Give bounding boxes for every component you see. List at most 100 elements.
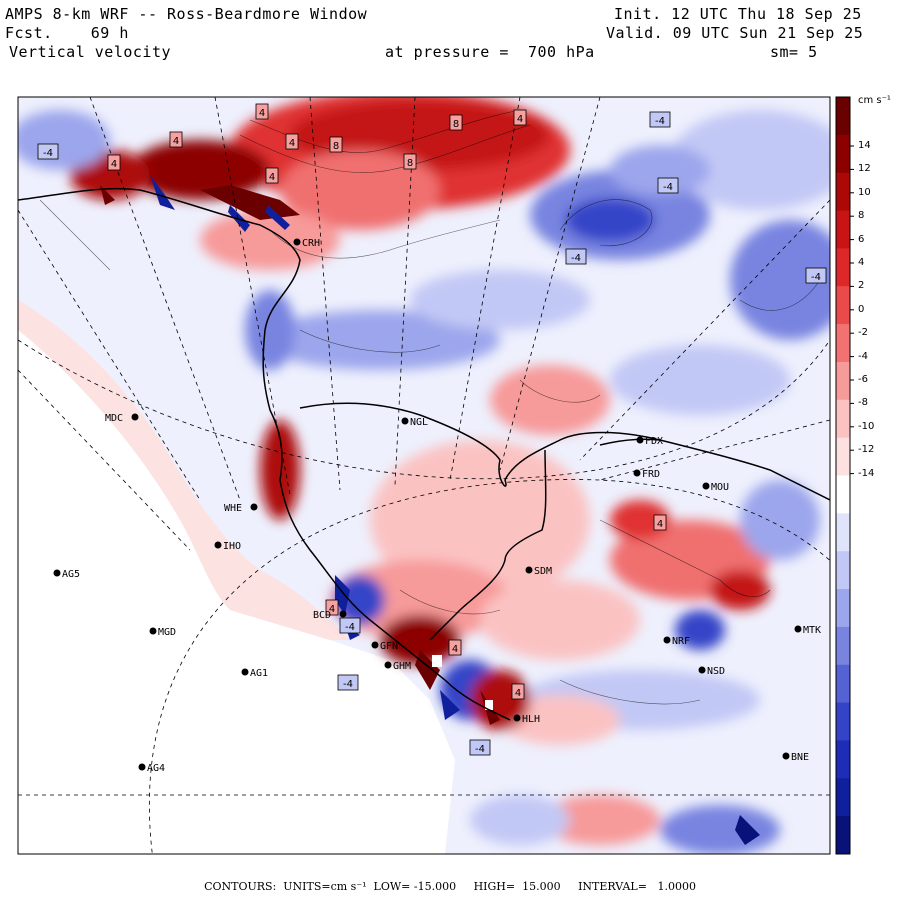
colorbar-swatch	[836, 513, 850, 552]
colorbar-swatch	[836, 361, 850, 401]
colorbar-tick-label: 8	[858, 210, 865, 222]
colorbar-swatch	[836, 702, 850, 741]
station-label-mgd: MGD	[158, 627, 176, 638]
contour-label-box	[449, 114, 463, 131]
contour-label-text: 4	[515, 688, 521, 699]
station-dot	[702, 482, 710, 490]
station-label-bne: BNE	[791, 752, 809, 763]
velocity-shading	[18, 97, 830, 854]
station-dot	[214, 541, 222, 549]
contour-label-box	[649, 111, 671, 128]
valid-time: Valid. 09 UTC Sun 21 Sep 25	[606, 24, 864, 42]
station-dot	[401, 417, 409, 425]
contour-labels: -4 -4 -4 -4 -4 -4 -4 -4 4 4 4 4 4 4 4 4 8 8 8 4 4	[37, 103, 827, 756]
station-label-bcd: BCD	[313, 610, 331, 621]
contour-label-box	[565, 248, 587, 265]
station-dot	[636, 436, 644, 444]
station-dot	[525, 566, 533, 574]
colorbar	[835, 96, 854, 855]
colorbar-tick-label: 10	[858, 186, 871, 198]
station-label-ag5: AG5	[62, 569, 80, 580]
contour-label-text: -4	[811, 272, 821, 283]
station-label-ghm: GHM	[393, 661, 411, 672]
colorbar-swatch	[836, 664, 850, 704]
colorbar-swatch	[836, 134, 850, 174]
station-label-iho: IHO	[223, 541, 241, 552]
contour-label-text: -4	[43, 148, 53, 159]
station-label-mou: MOU	[711, 482, 729, 493]
station-label-nsd: NSD	[707, 666, 725, 677]
contour-label-text: -4	[655, 116, 665, 127]
station-label-mdc: MDC	[105, 413, 123, 424]
contour-label-text: 4	[517, 114, 523, 125]
colorbar-tick-label: -12	[858, 444, 875, 456]
colorbar-swatch	[836, 286, 850, 325]
station-label-sdm: SDM	[534, 566, 552, 577]
colorbar-tick-label: -10	[858, 420, 875, 432]
contour-label-text: 4	[289, 138, 295, 149]
station-dot	[794, 625, 802, 633]
colorbar-swatch	[836, 778, 850, 817]
contour-lines	[39, 109, 821, 705]
station-dot	[339, 610, 347, 618]
station-dot	[138, 763, 146, 771]
station-dot	[384, 661, 392, 669]
station-label-frd: FRD	[642, 469, 660, 480]
contour-label-text: 8	[407, 158, 413, 169]
station-label-crh: CRH	[302, 238, 320, 249]
colorbar-swatch	[836, 248, 850, 287]
contour-label-box	[469, 739, 491, 756]
station-dot	[698, 666, 706, 674]
map-frame	[17, 96, 831, 855]
station-dot	[131, 413, 139, 421]
colorbar-swatch	[836, 475, 850, 514]
contour-label-text: -4	[571, 253, 581, 264]
field-name: Vertical velocity	[9, 43, 172, 61]
station-dot	[513, 714, 521, 722]
forecast-hour: Fcst. 69 h	[5, 24, 129, 42]
coastline	[18, 187, 830, 721]
station-dot	[293, 238, 301, 246]
station-dot	[371, 641, 379, 649]
station-dot	[241, 668, 249, 676]
contour-label-text: 8	[333, 141, 339, 152]
station-label-ag1: AG1	[250, 668, 268, 679]
contour-label-box	[403, 153, 417, 170]
contour-label-box	[448, 639, 462, 656]
colorbar-tick-label: -14	[858, 467, 875, 479]
contour-label-box	[805, 267, 827, 284]
colorbar-swatch	[836, 740, 850, 779]
colorbar-frame	[835, 96, 851, 855]
colorbar-tick-label: 12	[858, 163, 871, 175]
contour-label-text: -4	[345, 622, 355, 633]
station-dot	[782, 752, 790, 760]
contour-label-text: 4	[452, 644, 458, 655]
colorbar-swatch	[836, 210, 850, 249]
colorbar-swatch	[836, 172, 850, 212]
contour-label-text: -4	[663, 182, 673, 193]
colorbar-units: cm s⁻¹	[858, 95, 891, 106]
contour-label-text: 4	[259, 108, 265, 119]
station-label-ag4: AG4	[147, 763, 165, 774]
contour-label-box	[513, 109, 527, 126]
contour-label-text: 4	[111, 159, 117, 170]
colorbar-tick-label: 6	[858, 233, 865, 245]
contour-label-text: 8	[453, 119, 459, 130]
station-label-mtk: MTK	[803, 625, 821, 636]
station-dot	[633, 469, 641, 477]
mountain-extremes	[100, 175, 760, 845]
colorbar-tick-label: -8	[858, 397, 868, 409]
map-field	[18, 97, 830, 854]
station-label-fdx: FDX	[645, 436, 663, 447]
station-dot	[250, 503, 258, 511]
contour-label-box	[339, 617, 361, 634]
contour-label-box	[657, 177, 679, 194]
map-title: AMPS 8-km WRF -- Ross-Beardmore Window	[5, 5, 368, 23]
station-dot	[149, 627, 157, 635]
colorbar-swatch	[836, 626, 850, 666]
contour-info-footer: CONTOURS: UNITS=cm s⁻¹ LOW= -15.000 HIGH…	[204, 880, 696, 893]
contour-label-box	[265, 167, 279, 184]
contour-label-text: 4	[657, 519, 663, 530]
colorbar-swatch	[836, 551, 850, 590]
